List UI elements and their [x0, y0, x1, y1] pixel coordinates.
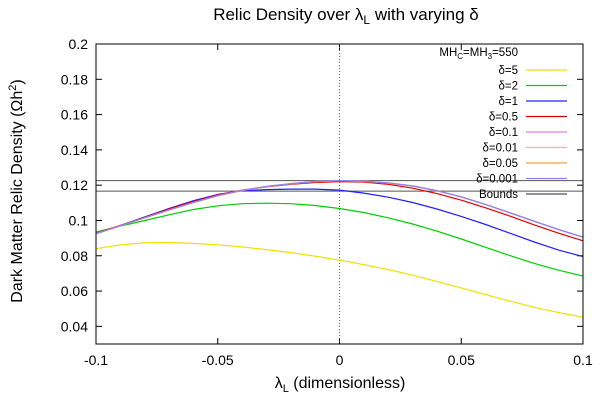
- y-tick-label: 0.14: [61, 142, 88, 158]
- legend-label: δ=0.001: [476, 174, 518, 186]
- series-line: [95, 181, 584, 242]
- chart-title: Relic Density over λL with varying δ: [213, 5, 479, 27]
- plot-frame: [95, 43, 584, 345]
- y-axis-label: Dark Matter Relic Density (Ωh2): [7, 79, 26, 302]
- legend-label: δ=1: [498, 96, 518, 108]
- legend-label: δ=2: [498, 81, 518, 93]
- series-line: [95, 202, 584, 277]
- y-tick-label: 0.16: [61, 107, 88, 123]
- axis-ticks: 0.04 0.06 0.08 0.1 0.12 0.14 0.16 0.18 0.2 -0.1 -0…: [61, 36, 593, 368]
- y-tick-label: 0.08: [61, 248, 88, 264]
- x-tick-label: 0: [336, 352, 344, 368]
- y-tick-label: 0.12: [61, 177, 88, 193]
- x-tick-label: 0.1: [573, 352, 593, 368]
- y-tick-label: 0.1: [69, 212, 89, 228]
- plot-area: [95, 44, 584, 344]
- y-tick-label: 0.18: [61, 71, 88, 87]
- legend-label: δ=5: [498, 65, 518, 77]
- x-axis-label: λL (dimensionless): [275, 375, 406, 395]
- y-tick-label: 0.06: [61, 283, 88, 299]
- legend-label: δ=0.5: [489, 112, 518, 124]
- legend-label: Bounds: [479, 189, 518, 201]
- y-tick-label: 0.2: [69, 36, 89, 52]
- legend: MHC=MH3=550 δ=5 δ=2 δ=1 δ=0.5 δ=0.1 δ=0.01 δ=0…: [439, 47, 567, 201]
- legend-label: δ=0.05: [483, 158, 519, 170]
- x-tick-label: -0.1: [84, 352, 108, 368]
- x-tick-label: 0.05: [448, 352, 475, 368]
- legend-title: MHC=MH3=550: [439, 47, 518, 61]
- series-line: [95, 180, 584, 238]
- y-tick-label: 0.04: [61, 318, 88, 334]
- series-line: [95, 241, 584, 318]
- legend-label: δ=0.01: [483, 143, 519, 155]
- x-tick-label: -0.05: [202, 352, 234, 368]
- legend-label: δ=0.1: [489, 127, 518, 139]
